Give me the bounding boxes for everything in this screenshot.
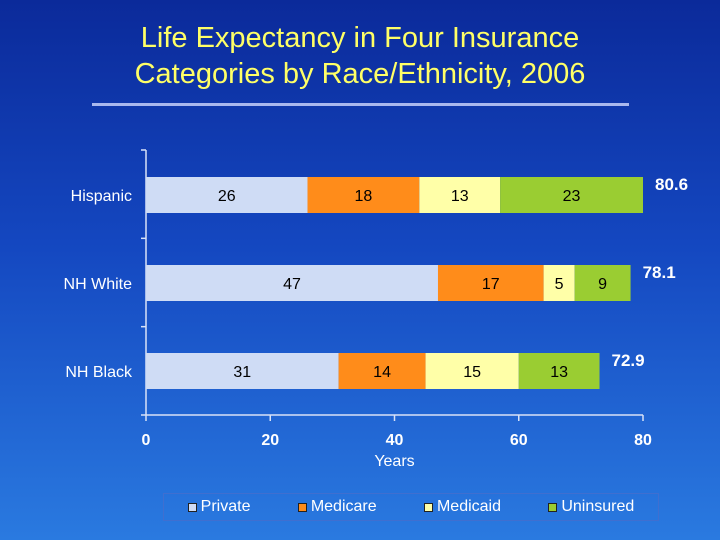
- data-label: 9: [598, 276, 607, 293]
- title-line-2: Categories by Race/Ethnicity, 2006: [134, 58, 586, 90]
- bar-segment: [437, 265, 544, 301]
- x-tick-label: 40: [386, 432, 404, 449]
- legend-item: Medicare: [297, 498, 377, 516]
- data-label: 23: [563, 188, 581, 205]
- data-label: 47: [283, 276, 301, 293]
- total-label: 78.1: [643, 263, 676, 282]
- data-label: 15: [463, 364, 481, 381]
- bar-segment: [307, 177, 420, 213]
- data-label: 14: [373, 364, 391, 381]
- total-label: 72.9: [612, 351, 645, 370]
- data-label: 5: [555, 276, 564, 293]
- chart-title: Life Expectancy in Four Insurance Catego…: [0, 20, 720, 92]
- total-label: 80.6: [655, 175, 688, 194]
- category-label: NH Black: [65, 364, 133, 381]
- data-label: 31: [233, 364, 251, 381]
- legend: Private Medicare Medicaid Uninsured: [163, 493, 659, 521]
- data-label: 13: [451, 188, 469, 205]
- x-axis-title: Years: [374, 453, 414, 470]
- category-label: Hispanic: [71, 188, 132, 205]
- legend-label: Medicaid: [436, 498, 501, 515]
- data-label: 26: [218, 188, 236, 205]
- bar-segment: [146, 265, 438, 301]
- data-label: 17: [482, 276, 500, 293]
- legend-swatch: [423, 502, 433, 512]
- legend-swatch: [187, 502, 197, 512]
- x-tick-label: 0: [142, 432, 151, 449]
- legend-swatch: [297, 502, 307, 512]
- bar-segment: [146, 353, 339, 389]
- x-tick-label: 80: [634, 432, 652, 449]
- bar-segment: [338, 353, 426, 389]
- data-label: 18: [355, 188, 373, 205]
- legend-item: Private: [187, 498, 251, 516]
- bar-segment: [146, 177, 308, 213]
- legend-label: Private: [200, 498, 251, 515]
- legend-item: Medicaid: [423, 498, 501, 516]
- bar-segment: [518, 353, 600, 389]
- title-line-1: Life Expectancy in Four Insurance: [140, 22, 580, 54]
- x-tick-label: 20: [261, 432, 279, 449]
- category-label: NH White: [64, 276, 133, 293]
- bar-segment: [425, 353, 519, 389]
- data-label: 13: [550, 364, 568, 381]
- legend-label: Medicare: [310, 498, 377, 515]
- legend-item: Uninsured: [548, 498, 634, 516]
- title-divider: [92, 103, 629, 106]
- legend-label: Uninsured: [561, 498, 635, 515]
- bar-segment: [574, 265, 631, 301]
- bar-segment: [419, 177, 501, 213]
- x-tick-label: 60: [510, 432, 528, 449]
- legend-swatch: [548, 502, 558, 512]
- bar-segment: [500, 177, 643, 213]
- bar-segment: [543, 265, 575, 301]
